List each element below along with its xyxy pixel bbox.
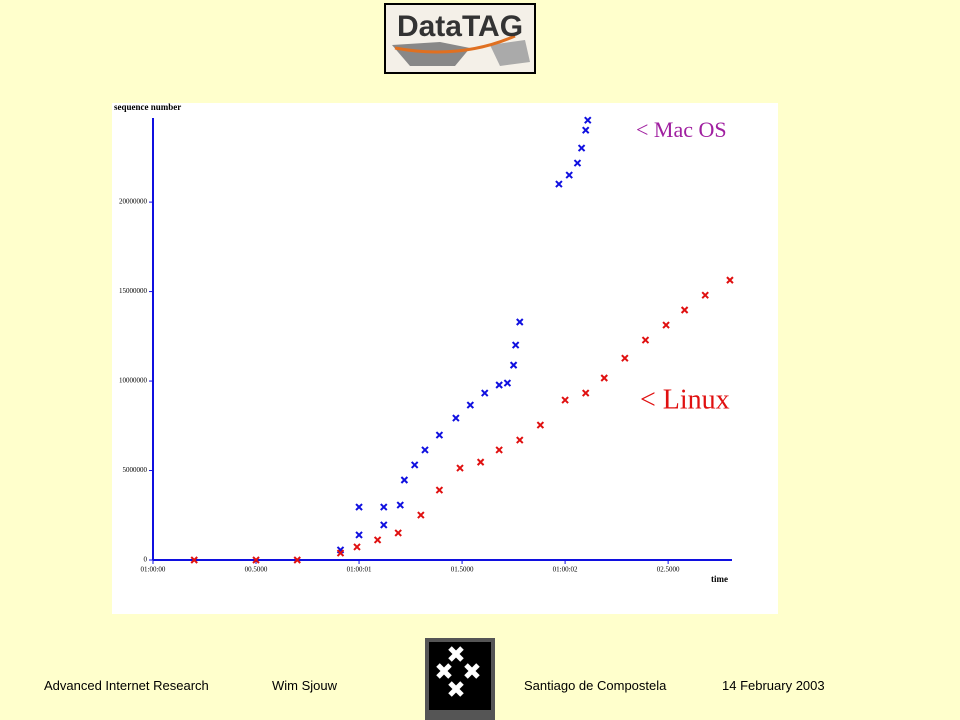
point (565, 171, 573, 179)
y-tick-label: 20000000 (119, 198, 148, 206)
footer-author: Wim Sjouw (272, 678, 338, 693)
point (573, 159, 582, 167)
y-tick-label: 0 (144, 556, 148, 564)
point (252, 556, 260, 564)
point (509, 361, 518, 369)
point (476, 458, 485, 466)
point (495, 446, 503, 454)
point (581, 126, 590, 134)
point (380, 521, 388, 529)
point (726, 276, 734, 284)
point (577, 144, 586, 152)
point (503, 379, 512, 387)
uva-logo (425, 638, 495, 720)
logo-text: DataTAG (397, 10, 523, 43)
point (417, 511, 425, 519)
annotation: < Linux (640, 384, 730, 415)
point (536, 421, 545, 429)
y-tick-label: 10000000 (119, 377, 148, 385)
point (581, 389, 590, 397)
point (621, 354, 629, 362)
footer-group: Advanced Internet Research (44, 678, 209, 693)
point (421, 446, 429, 454)
point (336, 549, 345, 557)
x-tick-label: 01:00:00 (141, 566, 166, 574)
point (701, 291, 709, 299)
y-tick-label: 5000000 (123, 466, 148, 474)
point (495, 381, 503, 389)
point (293, 556, 301, 564)
x-tick-label: 02.5000 (657, 566, 680, 574)
chart-area (112, 103, 778, 614)
point (516, 318, 524, 326)
point (600, 374, 608, 382)
x-tick-label: 01.5000 (451, 566, 474, 574)
x-tick-label: 01:00:01 (347, 566, 372, 574)
x-tick-label: 00.5000 (245, 566, 268, 574)
point (641, 336, 650, 344)
point (190, 556, 198, 564)
point (584, 116, 592, 124)
point (662, 321, 670, 329)
annotation: < Mac OS (636, 117, 727, 142)
point (466, 401, 475, 409)
x-axis-label: time (711, 574, 728, 584)
y-tick-label: 15000000 (119, 287, 148, 295)
point (355, 531, 363, 539)
plot: sequence number time 0 5000000 10000000 15000… (114, 102, 734, 584)
point (396, 501, 404, 509)
x-tick-label: 01:00:02 (553, 566, 578, 574)
datatag-logo: DataTAG (384, 3, 536, 74)
point (516, 436, 524, 444)
point (380, 503, 388, 511)
point (373, 536, 382, 544)
point (394, 529, 402, 537)
y-axis-label: sequence number (114, 102, 181, 112)
point (555, 180, 563, 188)
point (680, 306, 689, 314)
footer-place: Santiago de Compostela (524, 678, 667, 693)
point (561, 396, 569, 404)
point (511, 341, 520, 349)
point (481, 389, 489, 397)
point (452, 414, 460, 422)
point (435, 486, 444, 494)
point (456, 464, 464, 472)
point (435, 431, 444, 439)
point (410, 461, 419, 469)
point (400, 476, 409, 484)
point (355, 503, 363, 511)
footer-date: 14 February 2003 (722, 678, 825, 693)
point (353, 543, 361, 551)
